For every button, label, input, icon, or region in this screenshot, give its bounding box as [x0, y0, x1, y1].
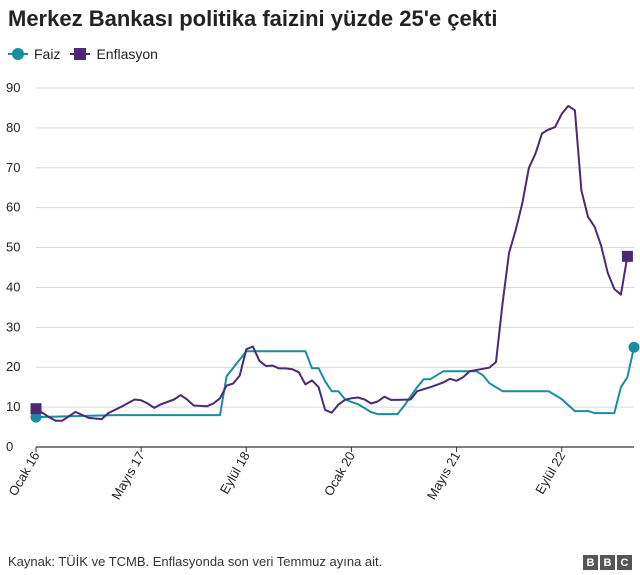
legend-item-faiz: Faiz [8, 46, 60, 62]
y-tick-label: 40 [6, 279, 20, 294]
end-marker-faiz [628, 341, 640, 353]
legend-label-enflasyon: Enflasyon [96, 46, 158, 62]
y-tick-label: 70 [6, 160, 20, 175]
y-tick-label: 20 [6, 359, 20, 374]
series-line-enflasyon [35, 104, 629, 422]
x-tick-label: Ocak 20 [321, 449, 358, 498]
bbc-logo-letter: B [583, 555, 598, 570]
circle-marker-icon [8, 47, 28, 61]
y-tick-label: 0 [6, 439, 13, 454]
start-marker-faiz [30, 411, 42, 423]
chart-legend: Faiz Enflasyon [8, 44, 168, 64]
series-layer [35, 104, 635, 422]
x-tick-label: Mayıs 17 [108, 449, 147, 502]
legend-item-enflasyon: Enflasyon [70, 46, 158, 62]
y-tick-label: 90 [6, 80, 20, 95]
square-marker-icon [70, 47, 91, 61]
end-marker-enflasyon [621, 250, 633, 262]
x-tick-label: Eylül 22 [532, 449, 568, 497]
x-tick-label: Ocak 16 [5, 449, 42, 498]
x-tick-label: Eylül 18 [217, 449, 253, 497]
legend-square [74, 48, 87, 60]
marker-layer [30, 250, 640, 423]
y-tick-label: 60 [6, 200, 20, 215]
legend-dot [12, 48, 24, 60]
chart-title: Merkez Bankası politika faizini yüzde 25… [8, 6, 498, 31]
bbc-logo-letter: C [617, 555, 632, 570]
grid-layer [35, 87, 634, 452]
x-tick-label: Mayıs 21 [424, 449, 463, 502]
bbc-logo-letter: B [600, 555, 615, 570]
bbc-logo: B B C [581, 555, 632, 570]
y-tick-label: 50 [6, 240, 20, 255]
y-tick-label: 80 [6, 120, 20, 135]
y-tick-label: 30 [6, 319, 20, 334]
series-line-faiz [35, 346, 635, 419]
start-marker-enflasyon [30, 403, 42, 415]
legend-label-faiz: Faiz [34, 46, 61, 62]
source-note: Kaynak: TÜİK ve TCMB. Enflasyonda son ve… [8, 554, 383, 569]
y-tick-label: 10 [6, 399, 20, 414]
x-tick-labels: Ocak 16 Mayıs 17 Eylül 18 Ocak 20 Mayıs 21 Ey… [5, 449, 568, 502]
y-tick-labels: 0 10 20 30 40 50 60 70 80 90 [6, 80, 20, 454]
